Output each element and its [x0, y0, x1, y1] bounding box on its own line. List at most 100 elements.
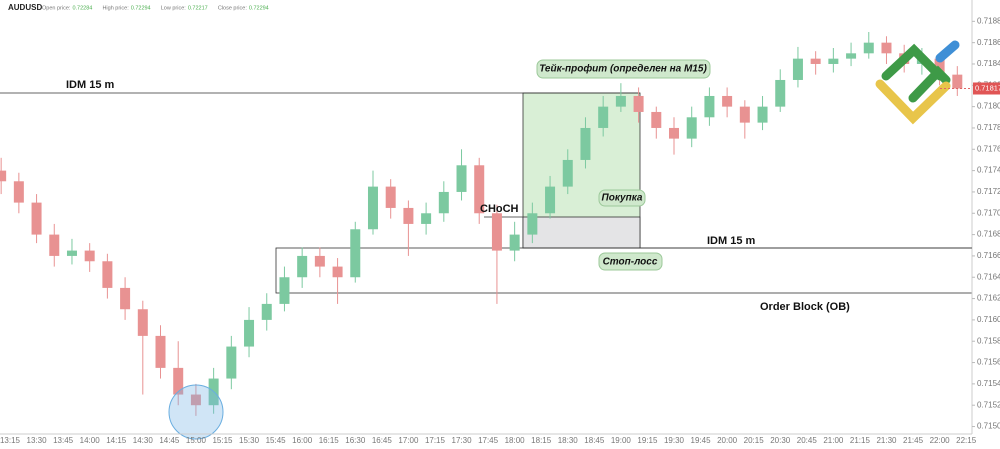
candle-body [792, 58, 803, 80]
x-tick-label: 13:45 [53, 436, 74, 445]
candle-body [173, 367, 184, 395]
candle-body [438, 191, 449, 214]
candle-body [952, 74, 963, 89]
stat-value: 0.72294 [131, 5, 151, 11]
candle-body [297, 255, 308, 278]
x-tick-label: 21:00 [823, 436, 844, 445]
candle-body [403, 207, 414, 224]
x-tick-label: 19:30 [664, 436, 685, 445]
idm-label: IDM 15 m [707, 235, 756, 247]
x-tick-label: 18:45 [584, 436, 605, 445]
candle-body [474, 165, 485, 214]
candle-body [120, 287, 131, 310]
x-tick-label: 19:15 [637, 436, 658, 445]
x-tick-label: 17:30 [452, 436, 473, 445]
candle-body [102, 261, 113, 288]
stop-loss-pill [598, 252, 663, 271]
candle-body [863, 42, 874, 54]
buy-label: Покупка [602, 193, 643, 204]
order-block-label: Order Block (OB) [760, 301, 850, 313]
candle-body [332, 266, 343, 278]
idm-label: IDM 15 m [66, 79, 115, 91]
candle-body [31, 202, 42, 235]
x-tick-label: 21:30 [876, 436, 897, 445]
candle-body [509, 234, 520, 251]
candle-body [421, 213, 432, 224]
take-profit-pill [536, 59, 711, 79]
candle-body [810, 58, 821, 64]
stat-value: 0.72294 [249, 5, 269, 11]
x-tick-label: 14:30 [133, 436, 154, 445]
x-tick-label: 15:30 [239, 436, 260, 445]
candle-body [66, 250, 77, 256]
candle-body [633, 95, 644, 112]
x-tick-label: 13:15 [0, 436, 21, 445]
stat-label: Low price: [161, 5, 187, 11]
stat-label: Open price: [42, 5, 71, 11]
buy-pill [598, 189, 646, 207]
x-tick-label: 14:45 [159, 436, 180, 445]
x-tick-label: 19:45 [691, 436, 712, 445]
candle-body [828, 58, 839, 64]
x-tick-label: 16:15 [319, 436, 340, 445]
price-axis-panel [972, 0, 1000, 449]
x-tick-label: 15:15 [212, 436, 233, 445]
candle-body [13, 181, 24, 203]
x-tick-label: 17:15 [425, 436, 446, 445]
candle-body [934, 58, 945, 75]
y-tick-label: 0.71880 [977, 16, 1000, 25]
x-tick-label: 15:45 [266, 436, 287, 445]
stat-value: 0.72284 [72, 5, 92, 11]
x-tick-label: 14:15 [106, 436, 127, 445]
x-tick-label: 22:00 [930, 436, 951, 445]
candle-body [686, 117, 697, 139]
x-tick-label: 18:15 [531, 436, 552, 445]
candle-body [244, 319, 255, 347]
candle-body [350, 229, 361, 278]
x-tick-label: 18:00 [505, 436, 526, 445]
candle-body [757, 106, 768, 123]
x-tick-label: 19:00 [611, 436, 632, 445]
candle-body [615, 95, 626, 107]
candle-body [739, 106, 750, 123]
candle-body [49, 234, 60, 256]
stat-label: Close price: [218, 5, 248, 11]
candle-body [279, 277, 290, 304]
candle-body [155, 335, 166, 368]
candle-body [722, 95, 733, 107]
candle-body [775, 79, 786, 107]
candle-body [0, 170, 7, 182]
candle-body [598, 106, 609, 128]
candle-body [651, 111, 662, 128]
candle-body [190, 394, 201, 406]
candle-body [385, 186, 396, 208]
x-tick-label: 16:45 [372, 436, 393, 445]
x-tick-label: 20:45 [797, 436, 818, 445]
stop-loss-label: Стоп-лосс [603, 257, 658, 268]
candle-body [562, 159, 573, 187]
stop-loss-zone [522, 216, 641, 249]
candle-body [261, 303, 272, 320]
x-tick-label: 21:15 [850, 436, 871, 445]
candle-body [545, 186, 556, 214]
x-tick-label: 17:45 [478, 436, 499, 445]
x-tick-label: 20:15 [744, 436, 765, 445]
candle-body [669, 127, 679, 139]
